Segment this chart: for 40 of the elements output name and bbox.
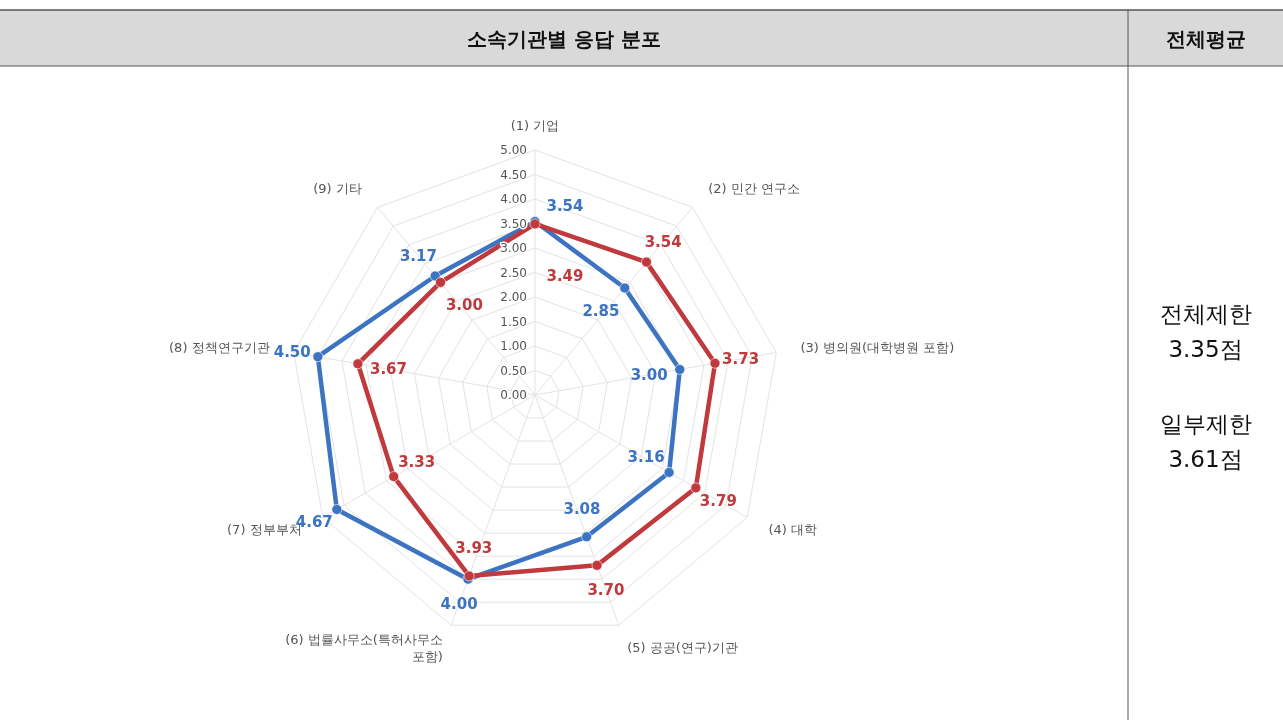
text: 전체제한 3.35점 [1159, 301, 1252, 362]
spoke-label: (2) 민간 연구소 [708, 180, 800, 196]
data-label: 3.33 [398, 452, 436, 471]
chart-title: 소속기관별 응답 분포 [467, 27, 661, 51]
data-label: 3.08 [563, 499, 601, 518]
y-tick-label: 0.50 [500, 363, 527, 378]
data-label: 3.00 [630, 365, 668, 384]
y-tick-label: 4.50 [500, 167, 527, 182]
data-label: 3.54 [546, 196, 584, 215]
text: 일부제한 3.61점 [1159, 411, 1252, 472]
data-label: 3.16 [627, 448, 665, 467]
spoke-label: (4) 대학 [768, 521, 817, 537]
y-tick-label: 0.00 [500, 388, 527, 402]
spoke-label: (3) 병의원(대학병원 포함) [800, 340, 955, 356]
data-label: 3.70 [587, 580, 625, 599]
y-tick-label: 2.00 [500, 290, 527, 304]
spoke-label: (6) 법률사무소(특허사무소 포함) [285, 632, 443, 665]
spoke-label: (5) 공공(연구)기관 [627, 640, 738, 656]
text: 전체평균 [1165, 27, 1246, 51]
data-label: 2.85 [582, 302, 620, 320]
data-label: 3.49 [546, 266, 584, 285]
y-tick-label: 1.50 [500, 314, 527, 329]
y-tick-label: 5.00 [500, 143, 527, 157]
data-label: 4.00 [440, 594, 478, 613]
y-tick-label: 1.00 [500, 339, 527, 353]
data-label: 3.00 [445, 296, 483, 315]
data-label: 3.17 [399, 247, 437, 266]
data-label: 3.54 [644, 233, 682, 252]
y-tick-label: 3.50 [500, 216, 527, 231]
data-label: 3.67 [369, 359, 407, 378]
data-label: 3.73 [722, 349, 760, 368]
data-label: 3.79 [699, 491, 737, 510]
spoke-label: (1) 기업 [510, 117, 560, 133]
spoke-label: (8) 정책연구기관 [169, 340, 270, 356]
y-tick-label: 2.50 [500, 265, 527, 280]
data-label: 3.93 [455, 538, 493, 557]
y-tick-label: 4.00 [500, 192, 527, 206]
y-tick-label: 3.00 [500, 241, 527, 255]
data-label: 4.50 [273, 343, 311, 362]
spoke-label: (9) 기타 [313, 180, 362, 196]
